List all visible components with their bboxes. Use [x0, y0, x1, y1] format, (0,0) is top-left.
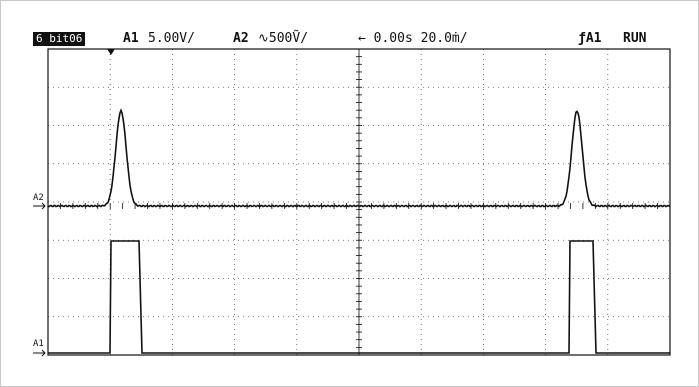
run-state: RUN: [623, 31, 647, 46]
status-bar: 6 bit06 A1 5.00V/ A2 ∿500Ṽ/ ← 0.00s 20.0…: [33, 31, 668, 47]
channel-a1-ground-arrow-icon: [33, 349, 46, 357]
channel-a2-ground-arrow-icon: [33, 202, 46, 210]
channel-a2-trace: [47, 108, 671, 208]
channel-a1-scale: 5.00V/: [148, 31, 195, 46]
channel-a1-trace: [48, 240, 670, 354]
channel-a2-scale: ∿500Ṽ/: [258, 31, 309, 46]
setup-badge: 6 bit06: [33, 32, 86, 46]
trigger-source: ƒA1: [578, 31, 602, 46]
timebase-readout: ← 0.00s 20.0ṁ/: [358, 31, 468, 46]
graticule-border: [47, 48, 671, 356]
center-axis-ticks: [60, 49, 658, 356]
trigger-position-marker: [107, 49, 115, 55]
channel-a1-name: A1: [123, 31, 139, 46]
channel-a2-label: A2: [33, 193, 44, 203]
channel-a2-name: A2: [233, 31, 249, 46]
channel-a1-label: A1: [33, 339, 44, 349]
